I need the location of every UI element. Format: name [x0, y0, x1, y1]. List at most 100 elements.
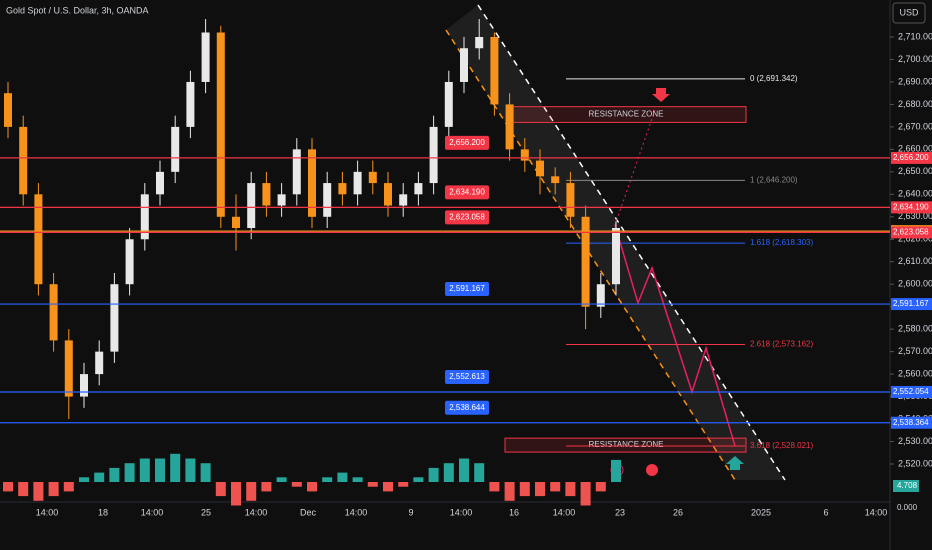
- histogram-bar: [63, 482, 74, 492]
- chart-title: Gold Spot / U.S. Dollar, 3h, OANDA: [6, 5, 149, 15]
- x-tick-label: 18: [98, 507, 108, 517]
- candle-body: [581, 216, 590, 307]
- histogram-bar: [565, 482, 576, 497]
- x-tick-label: 26: [673, 507, 683, 517]
- y-tick-label: 2,660.000: [898, 144, 932, 154]
- zone-label: RESISTANCE ZONE: [589, 110, 664, 119]
- candle-body: [201, 32, 210, 82]
- histogram-bar: [139, 458, 150, 482]
- candle-body: [308, 149, 316, 217]
- histogram-bar: [398, 482, 409, 487]
- candle-body: [186, 81, 195, 127]
- level-axis-label: 2,634.190: [893, 202, 929, 211]
- fib-label: 1 (2,646.200): [750, 175, 798, 184]
- histogram-bar: [276, 477, 287, 482]
- candle-body: [551, 176, 560, 184]
- candle-body: [596, 284, 605, 307]
- candle-body: [232, 216, 240, 229]
- candle-body: [338, 183, 347, 195]
- candle-body: [216, 32, 225, 217]
- candle-body: [399, 194, 408, 206]
- hist-zero-label: 0.000: [897, 503, 918, 512]
- histogram-bar: [443, 463, 454, 482]
- histogram-bar: [231, 482, 241, 506]
- candle-body: [566, 183, 575, 217]
- histogram-bar: [3, 482, 13, 492]
- y-tick-label: 2,580.000: [898, 324, 932, 334]
- candle-body: [505, 104, 514, 150]
- x-tick-label: 14:00: [141, 507, 164, 517]
- histogram-bar: [595, 482, 606, 492]
- x-tick-label: 14:00: [450, 507, 473, 517]
- level-axis-tag: [891, 416, 932, 429]
- candle-body: [475, 37, 484, 49]
- y-tick-label: 2,710.000: [898, 31, 932, 41]
- candle-body: [19, 126, 28, 195]
- histogram-bar: [124, 463, 135, 482]
- y-tick-label: 2,520.000: [898, 458, 932, 468]
- level-tag-label: 2,552.613: [449, 372, 485, 381]
- candle-body: [520, 149, 529, 161]
- histogram-bar: [155, 458, 165, 482]
- currency-box[interactable]: [892, 2, 926, 24]
- x-tick-label: 14:00: [345, 507, 368, 517]
- x-tick-label: 14:00: [553, 507, 576, 517]
- candle-body: [384, 183, 392, 206]
- candle-body: [156, 171, 164, 195]
- level-tag: [445, 210, 489, 225]
- level-tag: [445, 135, 489, 150]
- histogram-bar: [367, 482, 378, 487]
- fib-label: 0 (2,691.342): [750, 74, 798, 83]
- histogram-bar: [185, 458, 196, 482]
- histogram-bar: [428, 467, 439, 482]
- level-tag: [445, 369, 489, 384]
- y-tick-label: 2,600.000: [898, 279, 932, 289]
- level-axis-tag: [891, 385, 932, 398]
- hist-last-tag: [893, 480, 919, 492]
- candle-body: [80, 374, 88, 397]
- candle-body: [490, 37, 499, 105]
- histogram-bar: [580, 482, 591, 506]
- candle-body: [414, 183, 423, 195]
- candle-body: [536, 160, 544, 177]
- histogram-bar: [489, 482, 500, 492]
- candle-body: [460, 48, 468, 82]
- y-tick-label: 2,530.000: [898, 436, 932, 446]
- candle-body: [429, 126, 438, 184]
- histogram-bar: [18, 482, 29, 497]
- level-tag-label: 2,656.200: [449, 138, 485, 147]
- histogram-bar: [352, 477, 363, 482]
- level-tag-label: 2,634.190: [449, 187, 485, 196]
- candle-body: [444, 81, 453, 127]
- candle-body: [4, 93, 12, 127]
- candle-body: [64, 340, 73, 397]
- down-arrow-icon: [652, 88, 670, 102]
- level-axis-tag: [891, 151, 932, 164]
- currency[interactable]: USD: [899, 7, 919, 17]
- zone-label: RESISTANCE ZONE: [589, 440, 664, 449]
- histogram-bar: [307, 482, 317, 492]
- candle-body: [110, 284, 119, 352]
- histogram-bar: [246, 482, 257, 501]
- candle-body: [95, 351, 104, 375]
- event-icon[interactable]: [646, 464, 658, 476]
- candle-body: [125, 239, 134, 285]
- fib-label: 2.618 (2,573.162): [750, 340, 813, 349]
- level-tag: [445, 185, 489, 200]
- level-axis-label: 2,591.167: [893, 299, 929, 308]
- y-tick-label: 2,630.000: [898, 211, 932, 221]
- histogram-bar: [291, 482, 302, 487]
- level-tag-label: 2,591.167: [449, 284, 485, 293]
- candle-body: [292, 149, 301, 195]
- histogram-bar: [33, 482, 44, 501]
- forecast-path: [614, 224, 736, 447]
- x-tick-label: 14:00: [36, 507, 59, 517]
- candle-body: [34, 194, 43, 285]
- forecast-alt: [614, 109, 656, 226]
- candle-body: [368, 171, 377, 184]
- histogram-bar: [519, 482, 530, 497]
- x-tick-label: 23: [615, 507, 625, 517]
- candle-body: [612, 228, 620, 285]
- level-axis-label: 2,656.200: [893, 153, 929, 162]
